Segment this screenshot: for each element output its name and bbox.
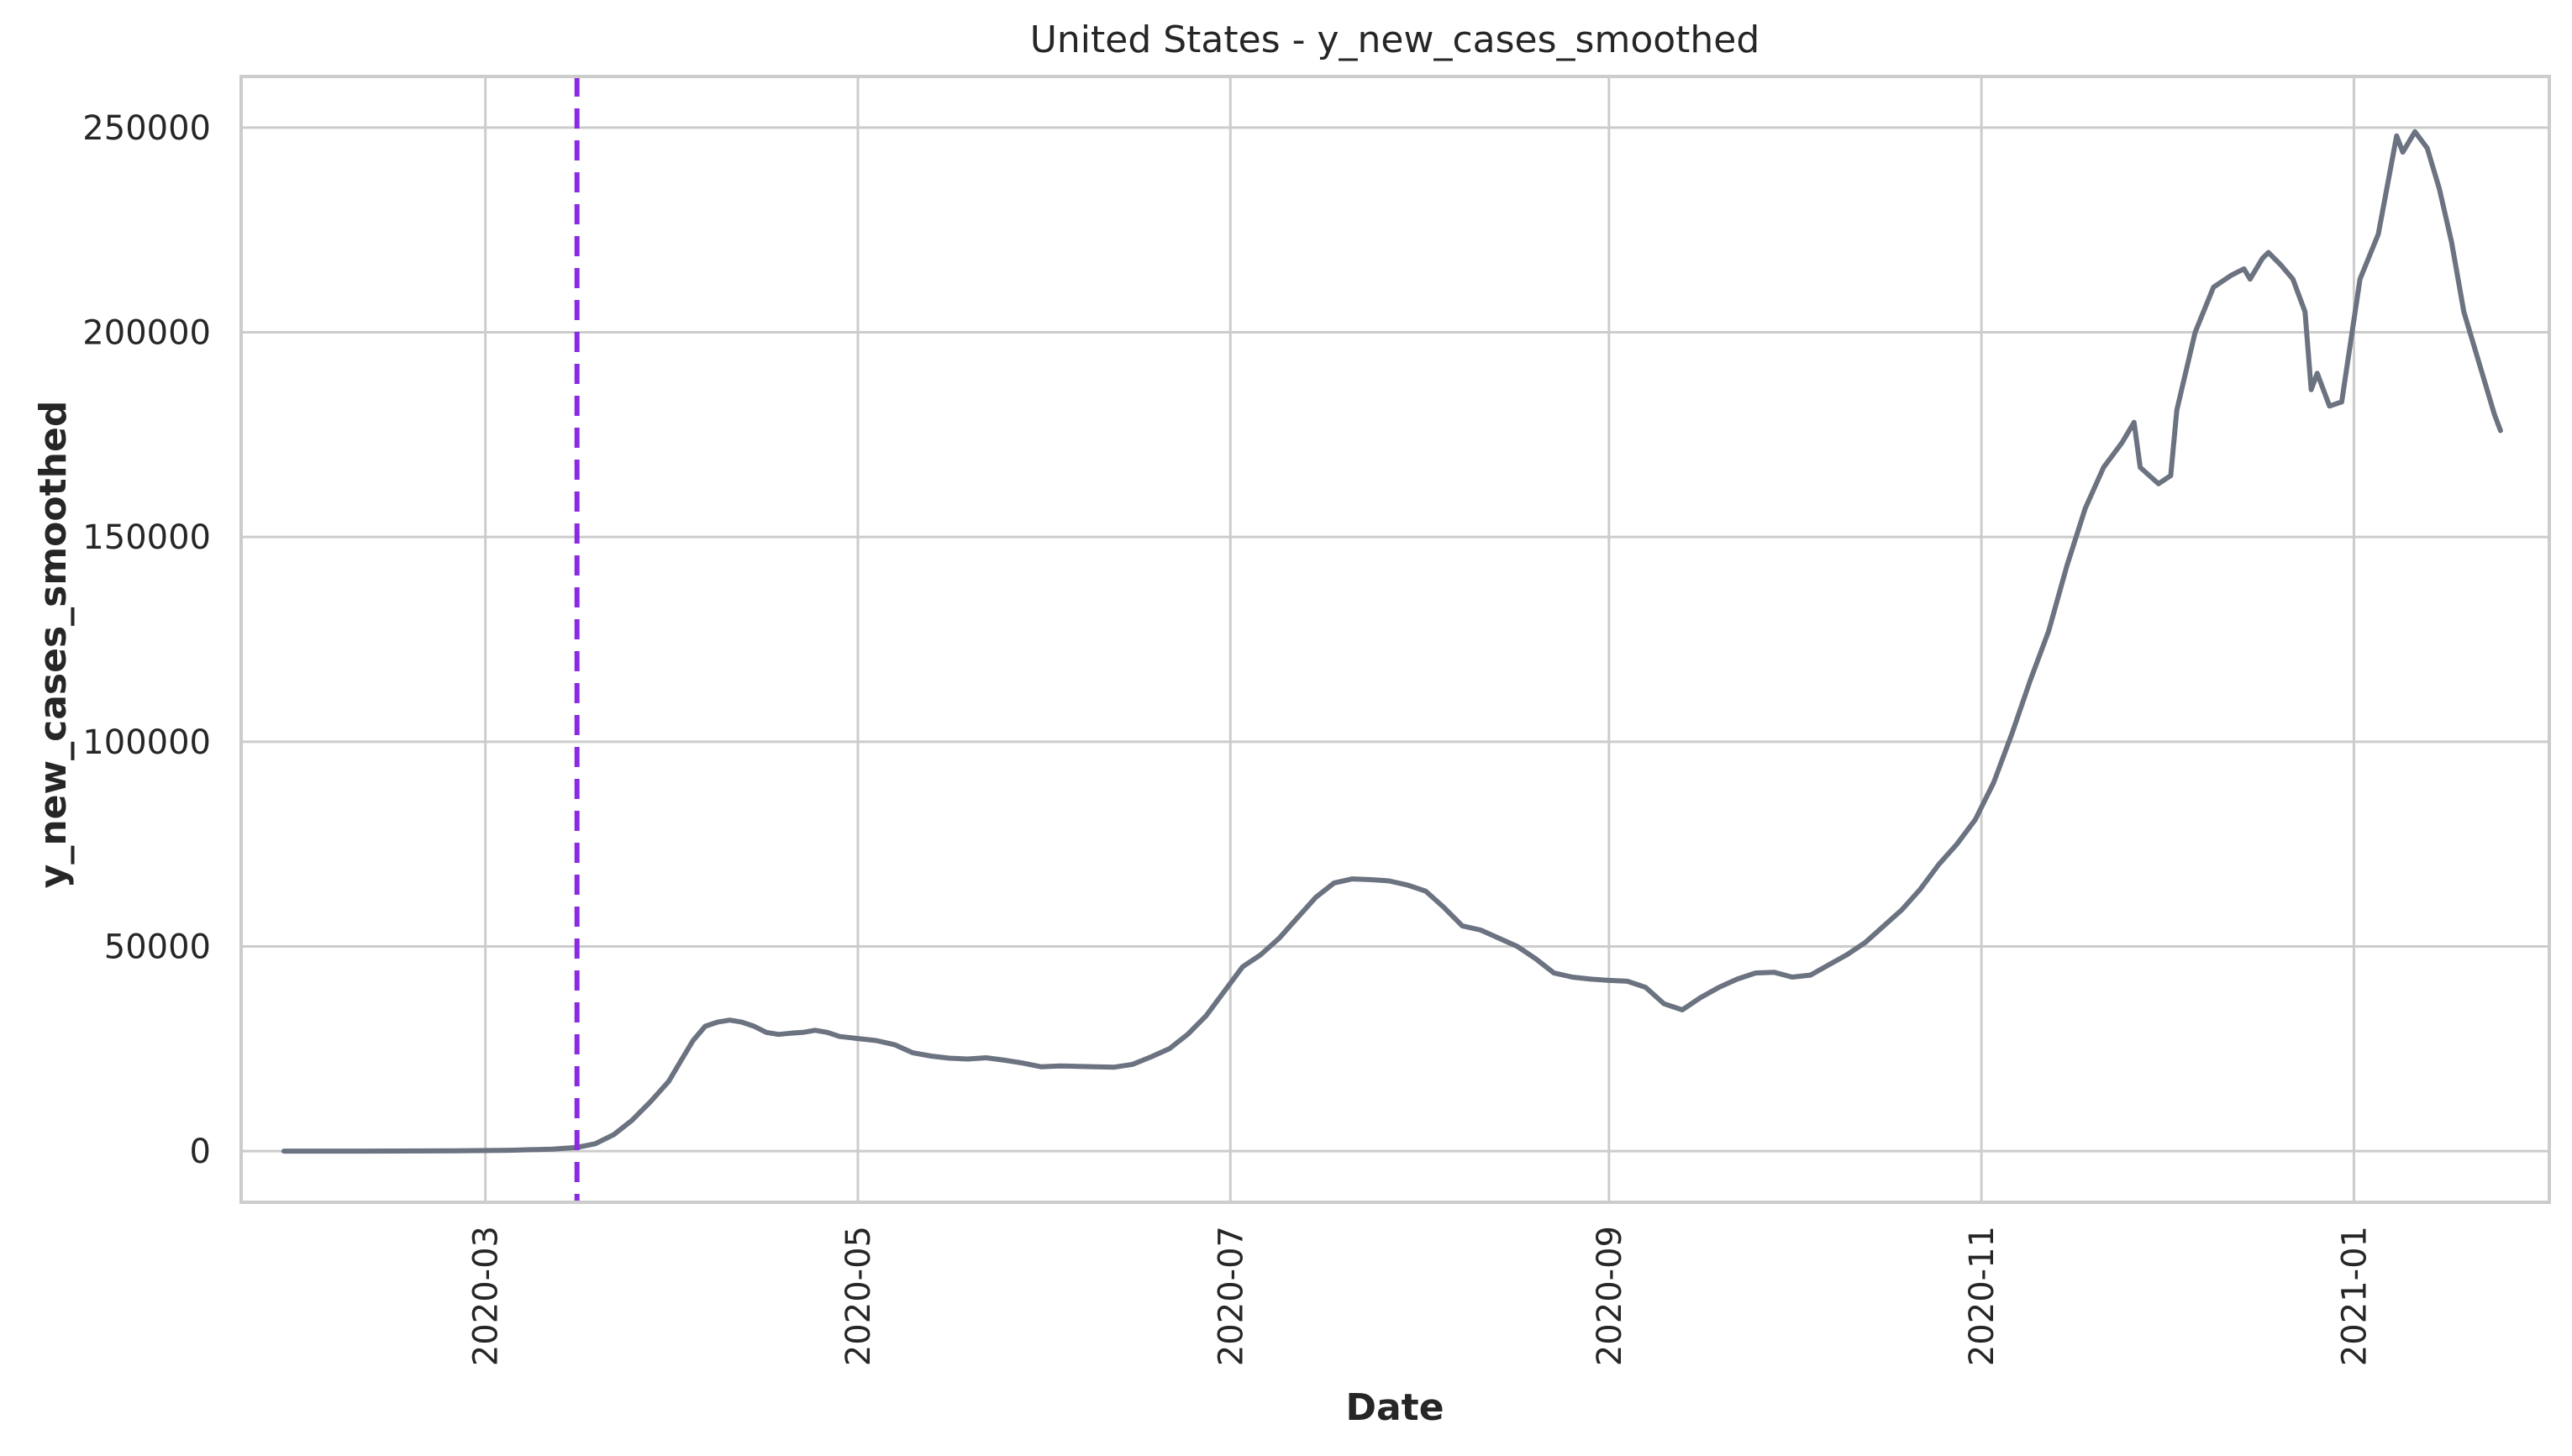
y-tick-label: 150000 (82, 518, 211, 557)
y-tick-label: 0 (190, 1133, 211, 1171)
x-tick-label: 2020-07 (1212, 1226, 1250, 1366)
y-axis-label: y_new_cases_smoothed (32, 401, 75, 889)
x-axis-label: Date (1345, 1386, 1444, 1429)
x-tick-label: 2020-03 (467, 1226, 506, 1366)
series-line-new-cases (281, 129, 2503, 1154)
y-tick-label: 100000 (82, 723, 211, 762)
tick-labels: 0 50000 100000 150000 200000 250000 2020-03 202… (82, 109, 2374, 1366)
gridlines (241, 76, 2549, 1202)
y-tick-label: 200000 (82, 314, 211, 353)
x-tick-label: 2021-01 (2335, 1226, 2374, 1366)
chart-title: United States - y_new_cases_smoothed (1030, 18, 1760, 61)
y-tick-label: 250000 (82, 109, 211, 148)
y-tick-label: 50000 (104, 928, 211, 966)
series-layer (281, 129, 2503, 1154)
x-tick-label: 2020-05 (839, 1226, 878, 1366)
plot-frame (239, 75, 2551, 1204)
x-tick-label: 2020-09 (1591, 1226, 1629, 1366)
x-tick-label: 2020-11 (1963, 1226, 2001, 1366)
